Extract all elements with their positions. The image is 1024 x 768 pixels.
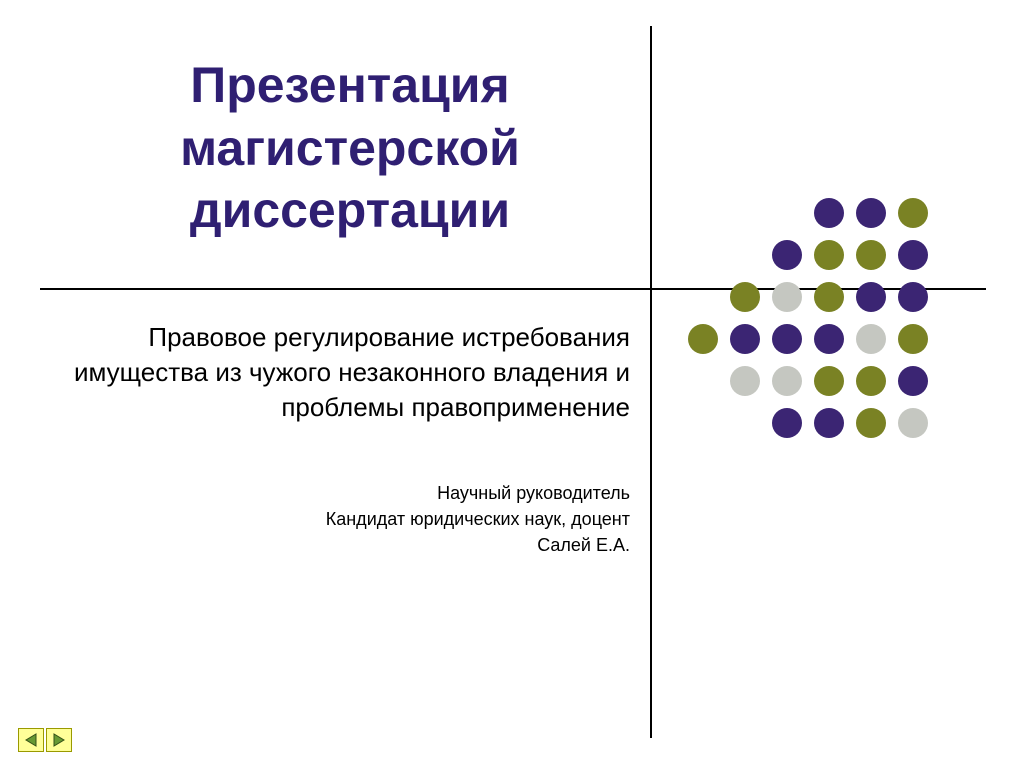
subtitle-block: Правовое регулирование истребования имущ… bbox=[70, 320, 630, 425]
dot-grid-svg bbox=[688, 198, 968, 478]
presentation-slide: Презентация магистерской диссертации Пра… bbox=[0, 0, 1024, 768]
title-line-3: диссертации bbox=[190, 182, 510, 238]
advisor-block: Научный руководитель Кандидат юридически… bbox=[70, 480, 630, 558]
advisor-line-1: Научный руководитель bbox=[70, 480, 630, 506]
prev-slide-button[interactable] bbox=[18, 728, 44, 752]
next-slide-button[interactable] bbox=[46, 728, 72, 752]
decorative-dot-grid bbox=[688, 198, 968, 478]
slide-nav bbox=[18, 728, 72, 752]
title-line-2: магистерской bbox=[180, 120, 520, 176]
title-block: Презентация магистерской диссертации bbox=[70, 54, 630, 242]
advisor-line-3: Салей Е.А. bbox=[70, 532, 630, 558]
slide-title: Презентация магистерской диссертации bbox=[70, 54, 630, 242]
subtitle-text: Правовое регулирование истребования имущ… bbox=[70, 320, 630, 425]
advisor-line-2: Кандидат юридических наук, доцент bbox=[70, 506, 630, 532]
triangle-right-icon bbox=[52, 733, 66, 747]
vertical-rule bbox=[650, 26, 652, 738]
title-line-1: Презентация bbox=[190, 57, 509, 113]
triangle-left-icon bbox=[24, 733, 38, 747]
